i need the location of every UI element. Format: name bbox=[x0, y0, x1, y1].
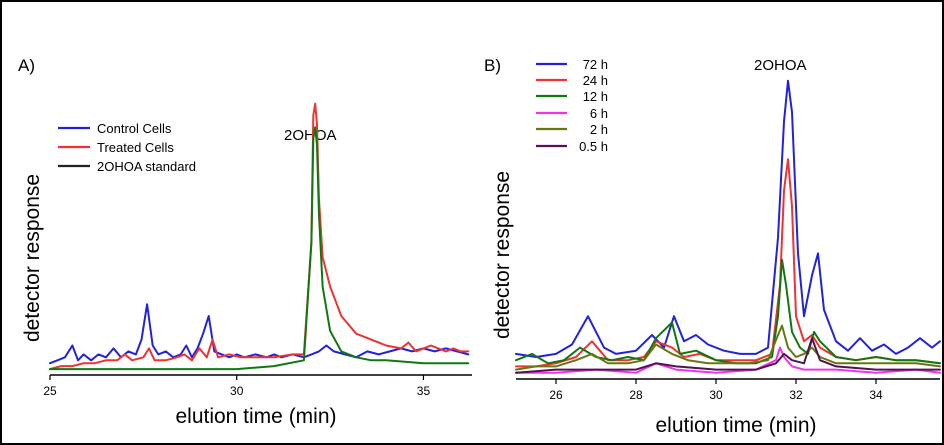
legend-label-0-5h: 0.5 h bbox=[579, 139, 608, 154]
panel-b-series-0-5-h bbox=[515, 337, 941, 374]
panel-a-x-axis-title: elution time (min) bbox=[175, 405, 336, 428]
panel-b-peak-label: 2OHOA bbox=[754, 57, 807, 74]
legend-label-2h: 2 h bbox=[590, 122, 608, 137]
panel-b: B) 2OHOA 26 28 30 32 34 72 h 24 h 12 h 6 h 2… bbox=[484, 56, 941, 437]
legend-label-2ohoa-standard: 2OHOA standard bbox=[97, 159, 196, 174]
panel-a-series-control-cells bbox=[49, 303, 470, 365]
panel-b-legend: 72 h 24 h 12 h 6 h 2 h 0.5 h bbox=[536, 57, 608, 154]
panel-a-y-axis-title: detector response bbox=[21, 174, 44, 342]
panel-a-x-tick-label: 30 bbox=[230, 384, 244, 398]
panel-b-x-tick-label: 34 bbox=[869, 388, 883, 402]
panel-b-x-axis-title: elution time (min) bbox=[655, 414, 816, 437]
legend-label-12h: 12 h bbox=[583, 89, 608, 104]
panel-b-x-tick-label: 30 bbox=[709, 388, 723, 402]
panel-b-label: B) bbox=[484, 56, 501, 75]
panel-b-y-axis-title: detector response bbox=[491, 171, 514, 339]
panel-a-peak-label: 2OHOA bbox=[284, 127, 337, 144]
legend-label-treated-cells: Treated Cells bbox=[97, 140, 174, 155]
panel-a-x-tick-label: 35 bbox=[417, 384, 431, 398]
panel-b-series-6-h bbox=[515, 346, 941, 374]
legend-label-6h: 6 h bbox=[590, 106, 608, 121]
panel-a-series-treated-cells bbox=[49, 102, 470, 371]
panel-b-series-72-h bbox=[515, 79, 941, 358]
panel-b-x-tick-label: 32 bbox=[789, 388, 803, 402]
panel-a-legend: Control Cells Treated Cells 2OHOA standa… bbox=[58, 121, 196, 174]
panel-b-series-2-h bbox=[515, 324, 941, 371]
panel-a-series-2ohoa-standard bbox=[49, 126, 470, 371]
legend-label-control-cells: Control Cells bbox=[97, 121, 172, 136]
panel-a-x-tick-label: 25 bbox=[43, 384, 57, 398]
panel-b-x-tick-label: 26 bbox=[549, 388, 563, 402]
panel-a: A) 2OHOA 25 30 35 Control Cells Treated Ce… bbox=[18, 56, 472, 428]
panel-a-label: A) bbox=[18, 56, 35, 75]
panel-b-x-axis: 26 28 30 32 34 bbox=[516, 378, 940, 402]
panel-b-x-tick-label: 28 bbox=[629, 388, 643, 402]
legend-label-24h: 24 h bbox=[583, 73, 608, 88]
legend-label-72h: 72 h bbox=[583, 57, 608, 72]
panel-b-series-layer bbox=[515, 79, 941, 374]
panel-a-x-axis: 25 30 35 bbox=[43, 374, 472, 398]
panel-a-series-layer bbox=[49, 102, 470, 371]
